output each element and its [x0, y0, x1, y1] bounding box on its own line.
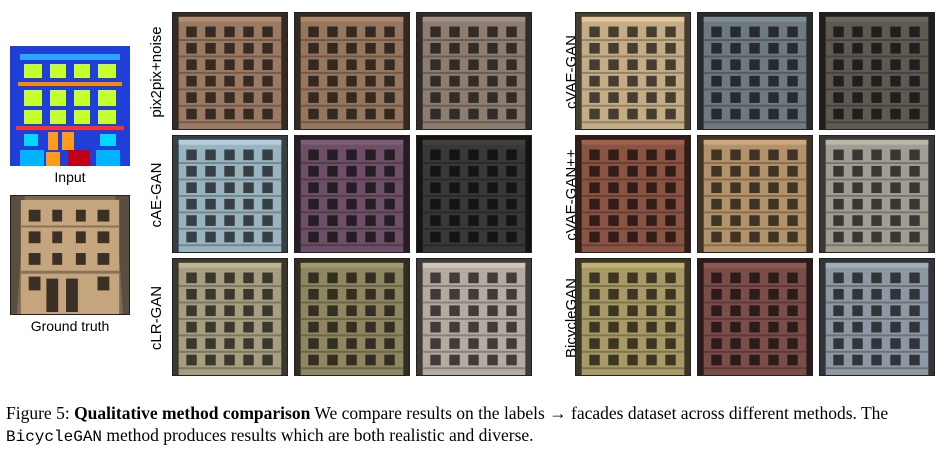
facade-result-left-row3-col2 [294, 258, 410, 376]
input-label-map [10, 46, 130, 166]
figure-caption: Figure 5: Qualitative method comparison … [6, 402, 942, 448]
facade-result-right-row2-col3 [819, 135, 935, 253]
facade-result-left-row1-col1 [172, 12, 288, 130]
input-label: Input [54, 169, 86, 185]
facade-result-left-row2-col2 [294, 135, 410, 253]
facade-result-left-row2-col3 [416, 135, 532, 253]
facade-result-right-row1-col1 [575, 12, 691, 130]
row-label-clr-gan: cLR-GAN [148, 285, 165, 351]
facade-result-right-row2-col1 [575, 135, 691, 253]
ground-truth-image [10, 195, 130, 315]
ground-truth-label: Ground truth [30, 318, 110, 334]
caption-title: Qualitative method comparison [74, 403, 311, 423]
facade-result-left-row2-col1 [172, 135, 288, 253]
facade-result-left-row3-col3 [416, 258, 532, 376]
facade-result-right-row1-col2 [697, 12, 813, 130]
caption-code: BicycleGAN [6, 428, 103, 446]
facade-result-left-row3-col1 [172, 258, 288, 376]
facade-result-right-row2-col2 [697, 135, 813, 253]
facade-result-left-row1-col3 [416, 12, 532, 130]
row-label-pix2pix-noise: pix2pix+noise [148, 26, 165, 118]
facade-result-right-row3-col2 [697, 258, 813, 376]
caption-text-1: We compare results on the labels → facad… [310, 403, 889, 423]
caption-text-2: method produces results which are both r… [102, 425, 534, 445]
facade-result-right-row3-col3 [819, 258, 935, 376]
facade-result-left-row1-col2 [294, 12, 410, 130]
row-label-cae-gan: cAE-GAN [148, 162, 165, 228]
caption-prefix: Figure 5: [6, 403, 75, 423]
facade-result-right-row1-col3 [819, 12, 935, 130]
facade-result-right-row3-col1 [575, 258, 691, 376]
